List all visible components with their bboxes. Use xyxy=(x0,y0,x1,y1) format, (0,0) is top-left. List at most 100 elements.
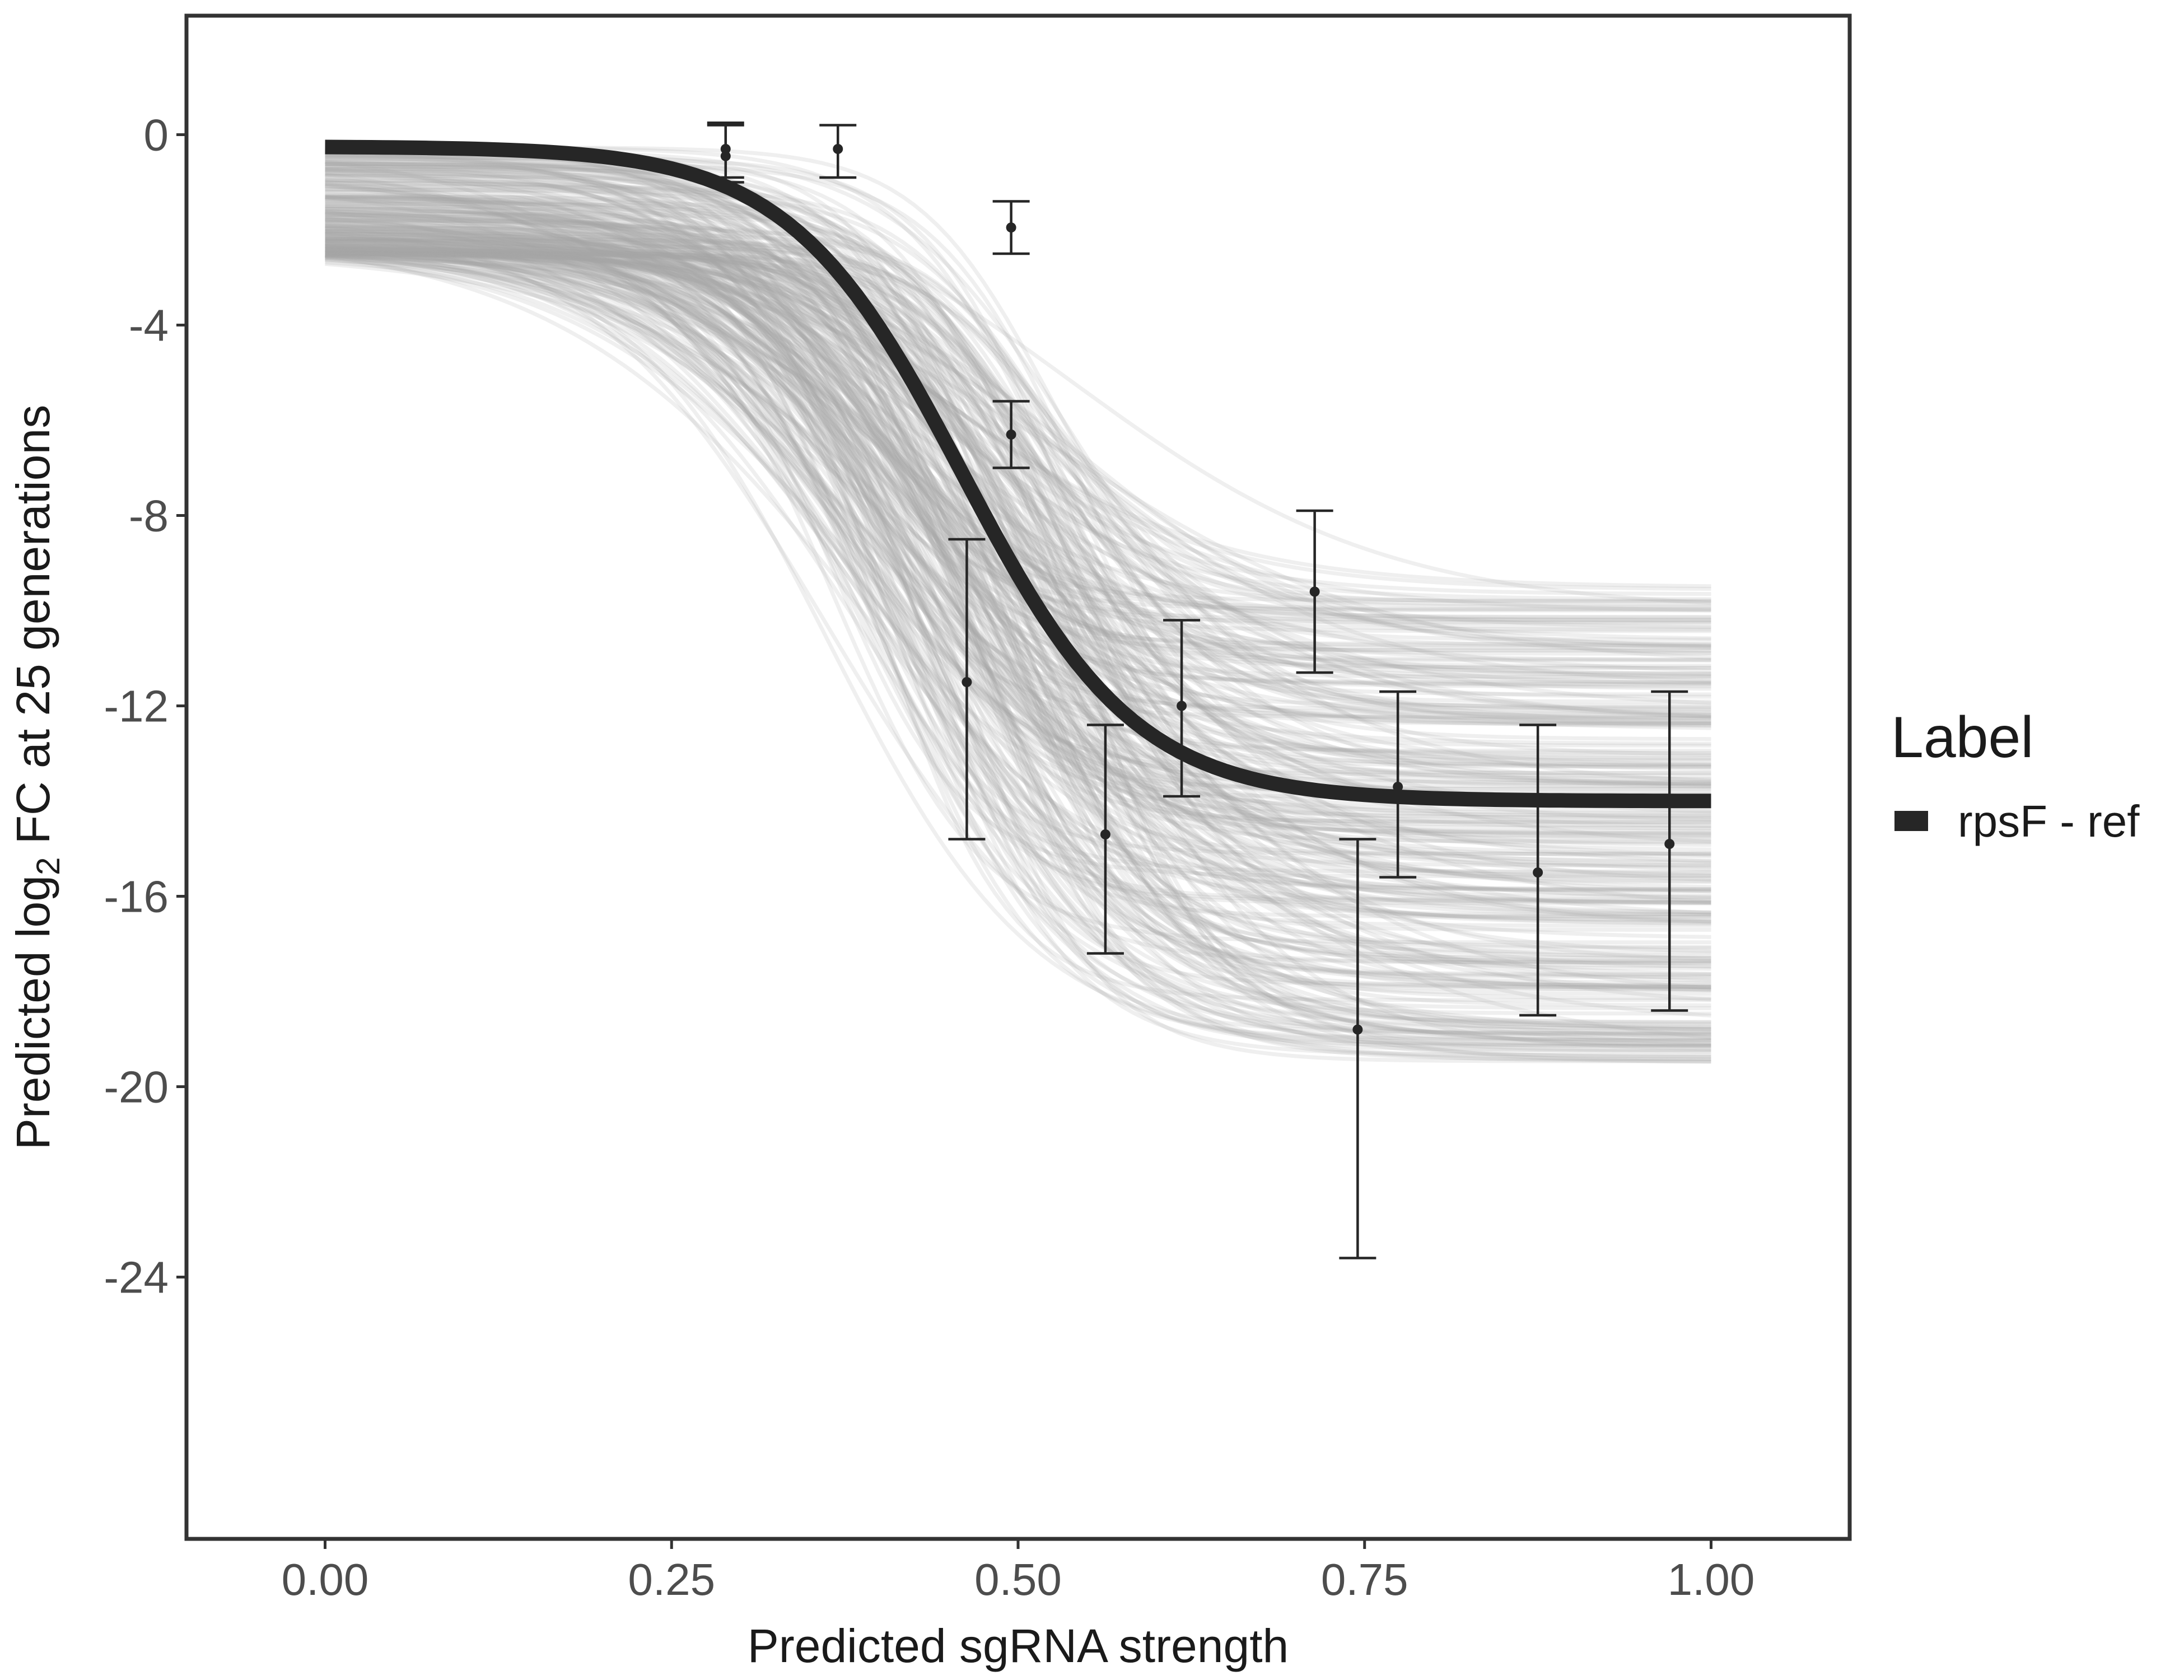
posterior-sample-curve xyxy=(325,198,1711,589)
posterior-sample-curve xyxy=(325,253,1711,917)
posterior-sample-curve xyxy=(325,200,1711,914)
posterior-sample-curve xyxy=(325,254,1711,963)
posterior-sample-curve xyxy=(325,220,1711,1029)
posterior-sample-curve xyxy=(325,158,1711,612)
posterior-sample-curve xyxy=(325,251,1711,648)
posterior-sample-curve xyxy=(325,230,1711,662)
posterior-sample-curve xyxy=(325,179,1711,648)
posterior-sample-curve xyxy=(325,253,1711,820)
posterior-sample-curve xyxy=(325,232,1711,1046)
posterior-sample-curve xyxy=(325,251,1711,707)
posterior-sample-curve xyxy=(325,152,1711,904)
posterior-sample-curve xyxy=(325,252,1711,1016)
posterior-sample-curve xyxy=(325,192,1711,965)
posterior-sample-curve xyxy=(325,249,1711,815)
posterior-sample-curve xyxy=(325,233,1711,867)
posterior-sample-curve xyxy=(325,178,1711,919)
posterior-sample-curve xyxy=(325,253,1711,813)
posterior-sample-curve xyxy=(325,165,1711,964)
posterior-sample-curve xyxy=(325,239,1711,1026)
posterior-sample-curve xyxy=(325,254,1711,1043)
y-axis-title-prefix: Predicted log xyxy=(7,875,59,1150)
posterior-sample-curve xyxy=(325,153,1711,783)
posterior-sample-curve xyxy=(325,249,1711,1063)
posterior-sample-curve xyxy=(325,214,1711,786)
posterior-sample-curve xyxy=(325,181,1711,1063)
posterior-sample-curve xyxy=(325,249,1711,906)
posterior-sample-curve xyxy=(325,249,1711,820)
posterior-sample-curve xyxy=(325,160,1711,649)
posterior-sample-curve xyxy=(325,254,1711,685)
posterior-sample-curve xyxy=(325,237,1711,1052)
posterior-sample-curve xyxy=(325,245,1711,1031)
posterior-sample-curve xyxy=(325,251,1711,1042)
posterior-sample-curve xyxy=(325,224,1711,830)
posterior-sample-curve xyxy=(325,251,1711,726)
posterior-sample-curve xyxy=(325,250,1711,1053)
posterior-sample-curve xyxy=(325,251,1711,893)
x-axis: 0.00 0.25 0.50 0.75 1.00 xyxy=(282,1539,1754,1604)
posterior-sample-curve xyxy=(325,184,1711,787)
posterior-sample-curve xyxy=(325,173,1711,685)
posterior-sample-curve xyxy=(325,254,1711,836)
posterior-sample-curve xyxy=(325,209,1711,623)
posterior-sample-curve xyxy=(325,237,1711,835)
posterior-sample-curve xyxy=(325,218,1711,884)
posterior-sample-curve xyxy=(325,229,1711,856)
posterior-sample-curve xyxy=(325,176,1711,894)
posterior-sample-curve xyxy=(325,252,1711,720)
posterior-sample-curve xyxy=(325,240,1711,841)
posterior-sample-curve xyxy=(325,251,1711,711)
posterior-sample-curve xyxy=(325,232,1711,889)
posterior-sample-curve xyxy=(325,195,1711,904)
data-point-10 xyxy=(1379,690,1417,879)
posterior-sample-curve xyxy=(325,182,1711,900)
posterior-sample-curve xyxy=(325,213,1711,769)
posterior-sample-curve xyxy=(325,229,1711,1064)
posterior-sample-curve xyxy=(325,164,1711,822)
posterior-sample-curve xyxy=(325,258,1711,844)
posterior-sample-curve xyxy=(325,246,1711,976)
posterior-sample-curve xyxy=(325,204,1711,684)
posterior-sample-curve xyxy=(325,227,1711,969)
posterior-sample-curve xyxy=(325,248,1711,949)
posterior-sample-curve xyxy=(325,183,1711,1040)
legend-title: Label xyxy=(1891,705,2033,770)
posterior-sample-curve xyxy=(325,217,1711,625)
posterior-sample-curve xyxy=(325,160,1711,767)
posterior-sample-curve xyxy=(325,247,1711,683)
posterior-sample-curve xyxy=(325,250,1711,955)
legend-entry-rpsf-ref: rpsF - ref xyxy=(1958,796,2140,846)
data-point-marker xyxy=(1664,839,1675,849)
posterior-sample-curve xyxy=(325,165,1711,958)
posterior-sample-curve xyxy=(325,181,1711,917)
posterior-sample-curve xyxy=(325,251,1711,613)
posterior-sample-curve xyxy=(325,240,1711,923)
posterior-sample-curve xyxy=(325,256,1711,858)
data-point-4 xyxy=(992,400,1030,469)
posterior-sample-curve xyxy=(325,248,1711,788)
posterior-sample-curve xyxy=(325,208,1711,878)
x-tick-label: 0.75 xyxy=(1321,1555,1408,1604)
posterior-sample-curve xyxy=(325,239,1711,1057)
posterior-sample-curve xyxy=(325,211,1711,1037)
data-point-6 xyxy=(1086,724,1124,955)
posterior-sample-curve xyxy=(325,223,1711,668)
posterior-sample-curve xyxy=(325,204,1711,1054)
posterior-sample-curve xyxy=(325,180,1711,852)
posterior-sample-curve xyxy=(325,167,1711,650)
posterior-sample-curve xyxy=(324,254,1711,1045)
posterior-sample-curve xyxy=(325,248,1711,769)
posterior-sample-curve xyxy=(325,162,1711,1024)
posterior-sample-curve xyxy=(325,249,1711,655)
posterior-sample-curve xyxy=(325,231,1711,1047)
posterior-sample-curve xyxy=(325,236,1711,882)
posterior-sample-curve xyxy=(325,248,1711,837)
fit-curve-rpsf-ref xyxy=(325,139,1711,809)
posterior-sample-curve xyxy=(325,216,1711,697)
posterior-sample-curve xyxy=(325,251,1711,604)
posterior-sample-curve xyxy=(325,244,1711,609)
posterior-sample-curve xyxy=(325,162,1711,647)
